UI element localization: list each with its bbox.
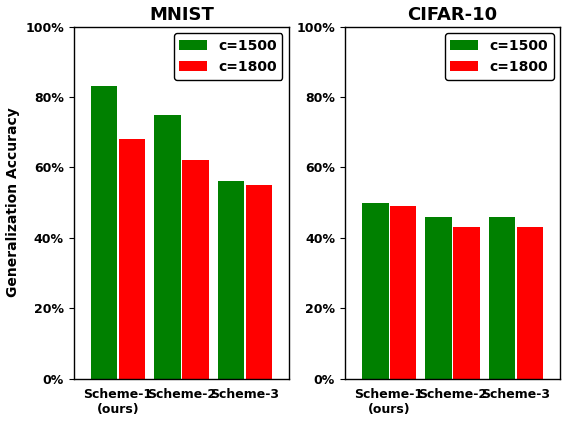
Bar [91, 87, 117, 379]
Bar [217, 181, 245, 379]
Bar [246, 185, 272, 379]
Legend: c=1500, c=1800: c=1500, c=1800 [174, 33, 282, 79]
Bar [182, 160, 209, 379]
Bar [425, 217, 452, 379]
Bar [489, 217, 516, 379]
Title: CIFAR-10: CIFAR-10 [408, 5, 498, 24]
Title: MNIST: MNIST [149, 5, 214, 24]
Bar [390, 206, 417, 379]
Bar [119, 139, 145, 379]
Bar [362, 203, 388, 379]
Bar [154, 114, 181, 379]
Bar [517, 227, 543, 379]
Y-axis label: Generalization Accuracy: Generalization Accuracy [6, 108, 20, 298]
Bar [453, 227, 480, 379]
Legend: c=1500, c=1800: c=1500, c=1800 [445, 33, 554, 79]
